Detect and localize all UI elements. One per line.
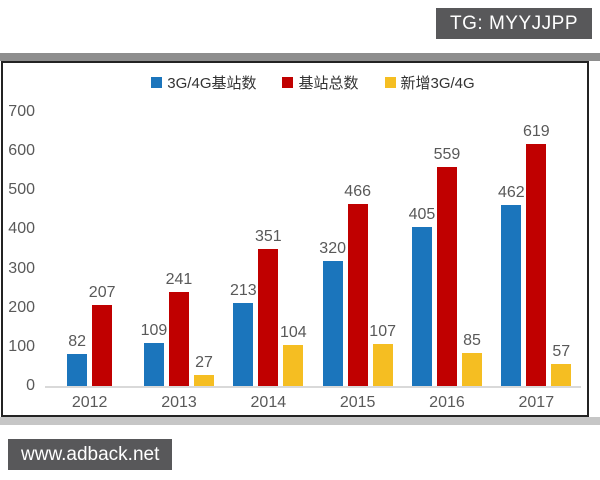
y-tick-label: 200 [8,299,35,316]
legend-item-1: 基站总数 [282,72,359,93]
x-axis-labels: 2012 2013 2014 2015 2016 2017 [45,394,581,412]
bar-series2-2015: 107 [369,323,396,386]
bar-series0-2016: 405 [409,206,435,386]
bar-group-2012: 82 207 [45,112,134,386]
legend-label: 新增3G/4G [400,75,475,92]
bar-series1-2016: 559 [434,146,460,386]
bar-series1-2015: 466 [344,183,371,386]
legend-label: 基站总数 [298,75,359,92]
bar-value-label: 466 [344,183,371,200]
y-tick-label: 400 [8,220,35,237]
bar-series1-2012: 207 [89,284,116,386]
bar-value-label: 462 [497,184,525,201]
bar-series0-2012: 82 [67,333,88,386]
bar-value-label: 559 [433,146,461,163]
bar-series2-2016: 85 [461,332,482,386]
bar-value-label: 57 [552,343,571,360]
legend-swatch-icon [151,77,163,88]
bar-value-label: 109 [140,322,168,339]
bar-series2-2014: 104 [280,324,307,386]
adback-watermark-text: www.adback.net [21,443,160,465]
tg-watermark-badge: TG: MYYJJPP [436,8,592,39]
y-tick-label: 300 [8,260,35,277]
legend-label: 3G/4G基站数 [167,75,257,92]
x-tick-label: 2016 [429,394,465,411]
legend-item-2: 新增3G/4G [384,72,475,93]
bottom-gray-band [0,417,600,425]
bar-value-label: 207 [88,284,116,301]
bar-series1-2014: 351 [255,228,282,386]
bar-value-label: 107 [369,323,396,340]
x-tick-label: 2012 [71,394,108,411]
x-tick-label: 2015 [339,394,376,411]
bar-series1-2017: 619 [523,123,550,386]
bar-value-label: 82 [68,333,87,350]
bar-value-label: 213 [229,282,257,299]
bar-series0-2015: 320 [319,240,346,386]
bar-value-label: 85 [463,332,481,349]
tg-watermark-text: TG: MYYJJPP [450,12,578,34]
bar-group-2013: 109 241 27 [134,112,223,386]
bar-value-label: 405 [408,206,436,223]
bar-series2-2017: 57 [551,343,572,386]
bar-value-label: 320 [319,240,346,257]
chart-legend: 3G/4G基站数 基站总数 新增3G/4G [43,72,583,93]
y-tick-label: 0 [26,377,35,394]
y-tick-label: 700 [8,103,35,120]
bar-value-label: 104 [279,324,307,341]
chart-frame: 3G/4G基站数 基站总数 新增3G/4G 0 100 200 300 400 500 600 7… [1,61,589,417]
bar-group-2014: 213 351 104 [224,112,313,386]
bar-group-2017: 462 619 57 [492,112,581,386]
bar-value-label: 619 [522,123,550,140]
bar-value-label: 241 [165,271,193,288]
y-tick-label: 100 [8,338,35,355]
bar-value-label: 27 [195,354,213,371]
bar-value-label: 351 [254,228,282,245]
y-tick-label: 500 [8,181,35,198]
bar-group-2016: 405 559 85 [402,112,491,386]
bar-group-2015: 320 466 107 [313,112,402,386]
bar-series0-2017: 462 [498,184,525,386]
bar-series0-2014: 213 [230,282,257,386]
legend-swatch-icon [384,77,396,88]
x-tick-label: 2013 [161,394,197,411]
legend-item-0: 3G/4G基站数 [151,72,256,93]
plot-area: 82 207 109 241 27 213 351 104 320 466 107 405 559 85 4… [45,112,581,388]
bar-series0-2013: 109 [141,322,167,386]
bar-series1-2013: 241 [166,271,192,386]
bar-series2-2013: 27 [193,354,214,386]
y-axis-ticks: 0 100 200 300 400 500 600 700 [3,103,37,394]
y-tick-label: 600 [8,142,35,159]
x-tick-label: 2017 [518,394,555,411]
adback-watermark-badge: www.adback.net [8,439,173,470]
x-tick-label: 2014 [250,394,287,411]
legend-swatch-icon [282,77,294,88]
top-gray-band [0,53,600,61]
